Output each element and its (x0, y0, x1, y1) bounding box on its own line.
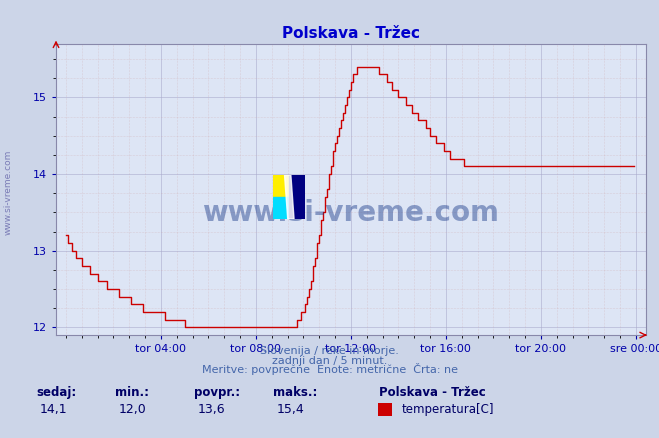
Bar (289, 175, 305, 219)
Text: 12,0: 12,0 (119, 403, 146, 416)
Text: 15,4: 15,4 (277, 403, 304, 416)
Polygon shape (285, 175, 294, 219)
Text: zadnji dan / 5 minut.: zadnji dan / 5 minut. (272, 356, 387, 366)
Text: sedaj:: sedaj: (36, 386, 76, 399)
Text: Meritve: povprečne  Enote: metrične  Črta: ne: Meritve: povprečne Enote: metrične Črta:… (202, 363, 457, 375)
Title: Polskava - Tržec: Polskava - Tržec (282, 26, 420, 41)
Text: Polskava - Tržec: Polskava - Tržec (379, 386, 486, 399)
Text: povpr.:: povpr.: (194, 386, 241, 399)
Text: 14,1: 14,1 (40, 403, 67, 416)
Text: Slovenija / reke in morje.: Slovenija / reke in morje. (260, 346, 399, 356)
Text: temperatura[C]: temperatura[C] (402, 403, 494, 416)
Text: www.si-vreme.com: www.si-vreme.com (202, 199, 500, 227)
Text: 13,6: 13,6 (198, 403, 225, 416)
Text: www.si-vreme.com: www.si-vreme.com (3, 150, 13, 235)
Text: min.:: min.: (115, 386, 150, 399)
Text: maks.:: maks.: (273, 386, 318, 399)
Bar (273, 175, 289, 197)
Bar (273, 197, 289, 219)
